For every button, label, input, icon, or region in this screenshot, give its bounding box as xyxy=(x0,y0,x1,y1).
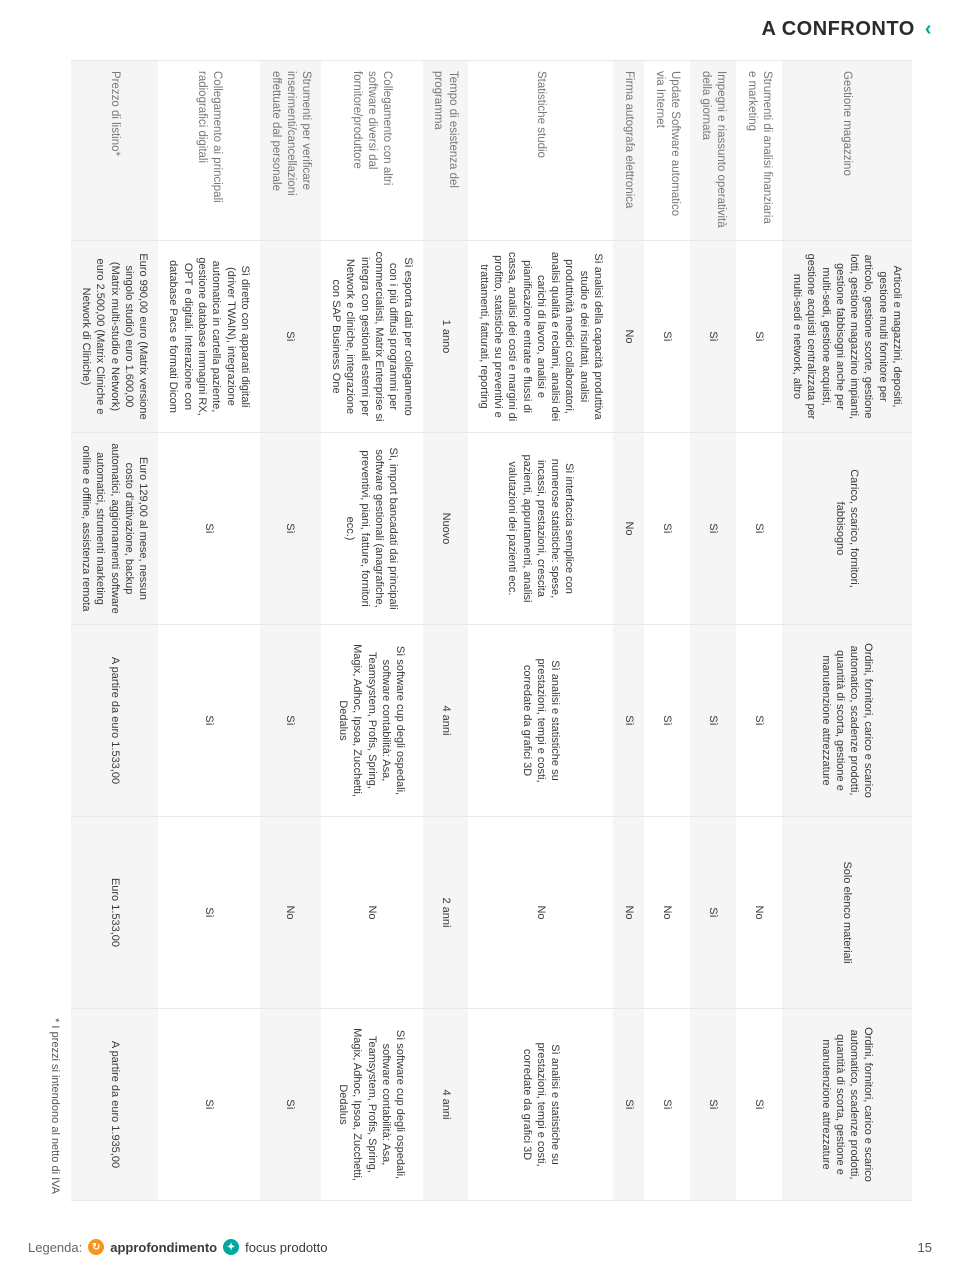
table-cell: Sì xyxy=(644,241,690,433)
table-row: Strumenti per verificare inserimenti/can… xyxy=(260,61,321,1201)
table-cell: Articoli e magazzini, depositi, gestione… xyxy=(782,241,912,433)
comparison-table-wrap: Gestione magazzinoArticoli e magazzini, … xyxy=(71,60,912,1200)
table-row: Tempo di esistenza del programma1 annoNu… xyxy=(423,61,469,1201)
approfondimento-icon: ↻ xyxy=(88,1239,104,1255)
row-label: Update Software automatico via Internet xyxy=(644,61,690,241)
table-cell: Sì xyxy=(736,625,782,817)
table-cell: Sì xyxy=(644,433,690,625)
table-cell: Sì xyxy=(158,625,260,817)
table-cell: Sì xyxy=(690,817,736,1009)
table-cell: Sì xyxy=(644,625,690,817)
table-cell: Sì xyxy=(690,1009,736,1201)
table-row: Statistiche studioSì analisi della capac… xyxy=(468,61,613,1201)
table-row: Strumenti di analisi finanziaria e marke… xyxy=(736,61,782,1201)
table-cell: Ordini, fornitori, carico e scarico auto… xyxy=(782,1009,912,1201)
table-cell: Sì xyxy=(260,625,321,817)
table-row: Prezzo di listino*Euro 990,00 euro (Matr… xyxy=(71,61,158,1201)
table-cell: Sì esporta dati per collegamento con i p… xyxy=(321,241,423,433)
table-row: Gestione magazzinoArticoli e magazzini, … xyxy=(782,61,912,1201)
price-footnote: * I prezzi si intendono al netto di IVA xyxy=(49,1018,61,1194)
table-cell: Sì diretto con apparati digitali (driver… xyxy=(158,241,260,433)
row-label: Strumenti di analisi finanziaria e marke… xyxy=(736,61,782,241)
table-row: Collegamento con altri software diversi … xyxy=(321,61,423,1201)
table-cell: No xyxy=(260,817,321,1009)
table-cell: No xyxy=(468,817,613,1009)
row-label: Impegni e riassunto operatività della gi… xyxy=(690,61,736,241)
table-cell: Sì xyxy=(736,1009,782,1201)
legend-approfondimento: approfondimento xyxy=(110,1240,217,1255)
table-cell: Euro 129,00 al mese, nessun costo d'atti… xyxy=(71,433,158,625)
row-label: Tempo di esistenza del programma xyxy=(423,61,469,241)
table-cell: Sì xyxy=(690,625,736,817)
table-cell: Sì software cup degli ospedali, software… xyxy=(321,625,423,817)
row-label: Prezzo di listino* xyxy=(71,61,158,241)
table-cell: 2 anni xyxy=(423,817,469,1009)
table-cell: Sì xyxy=(260,241,321,433)
table-cell: No xyxy=(613,241,644,433)
table-row: Collegamento ai principali radiografici … xyxy=(158,61,260,1201)
row-label: Collegamento con altri software diversi … xyxy=(321,61,423,241)
table-cell: Sì software cup degli ospedali, software… xyxy=(321,1009,423,1201)
table-row: Firma autografa elettronicaNoNoSìNoSì xyxy=(613,61,644,1201)
table-cell: Sì analisi e statistiche su prestazioni,… xyxy=(468,625,613,817)
table-cell: Sì xyxy=(736,241,782,433)
table-cell: Sì xyxy=(690,433,736,625)
table-cell: No xyxy=(644,817,690,1009)
table-cell: Sì xyxy=(260,433,321,625)
table-cell: Nuovo xyxy=(423,433,469,625)
table-cell: 4 anni xyxy=(423,1009,469,1201)
table-cell: No xyxy=(613,433,644,625)
table-cell: Sì xyxy=(158,433,260,625)
page-number: 15 xyxy=(918,1240,932,1255)
focus-icon: ✦ xyxy=(223,1239,239,1255)
row-label: Gestione magazzino xyxy=(782,61,912,241)
table-cell: No xyxy=(736,817,782,1009)
table-cell: Sì analisi della capacità produttiva stu… xyxy=(468,241,613,433)
table-cell: Sì interfaccia semplice con numerose sta… xyxy=(468,433,613,625)
row-label: Firma autografa elettronica xyxy=(613,61,644,241)
table-row: Update Software automatico via InternetS… xyxy=(644,61,690,1201)
table-cell: Solo elenco materiali xyxy=(782,817,912,1009)
table-cell: Sì xyxy=(690,241,736,433)
header-title: A CONFRONTO xyxy=(761,18,914,40)
table-cell: Sì xyxy=(644,1009,690,1201)
table-cell: Euro 990,00 euro (Matrix versione singol… xyxy=(71,241,158,433)
chevron-icon: ‹ xyxy=(925,18,932,40)
table-cell: 1 anno xyxy=(423,241,469,433)
section-header: A CONFRONTO ‹ xyxy=(28,18,932,41)
table-cell: Sì, import bancadati dai principali soft… xyxy=(321,433,423,625)
legend-focus-prodotto: focus prodotto xyxy=(245,1240,327,1255)
table-cell: Carico, scarico, fornitori, fabbisogno xyxy=(782,433,912,625)
table-cell: No xyxy=(613,817,644,1009)
row-label: Strumenti per verificare inserimenti/can… xyxy=(260,61,321,241)
table-cell: 4 anni xyxy=(423,625,469,817)
table-cell: Sì xyxy=(613,1009,644,1201)
row-label: Statistiche studio xyxy=(468,61,613,241)
table-cell: A partire da euro 1.533,00 xyxy=(71,625,158,817)
table-cell: Ordini, fornitori, carico e scarico auto… xyxy=(782,625,912,817)
comparison-table: Gestione magazzinoArticoli e magazzini, … xyxy=(71,60,912,1201)
footer-legend: Legenda: ↻ approfondimento ✦ focus prodo… xyxy=(28,1239,932,1255)
legend-label: Legenda: xyxy=(28,1240,82,1255)
table-cell: Sì analisi e statistiche su prestazioni,… xyxy=(468,1009,613,1201)
table-cell: A partire da euro 1.935,00 xyxy=(71,1009,158,1201)
table-cell: Sì xyxy=(158,1009,260,1201)
table-cell: Euro 1.533,00 xyxy=(71,817,158,1009)
row-label: Collegamento ai principali radiografici … xyxy=(158,61,260,241)
table-cell: No xyxy=(321,817,423,1009)
table-cell: Sì xyxy=(158,817,260,1009)
table-cell: Sì xyxy=(736,433,782,625)
table-cell: Sì xyxy=(613,625,644,817)
table-row: Impegni e riassunto operatività della gi… xyxy=(690,61,736,1201)
table-cell: Sì xyxy=(260,1009,321,1201)
